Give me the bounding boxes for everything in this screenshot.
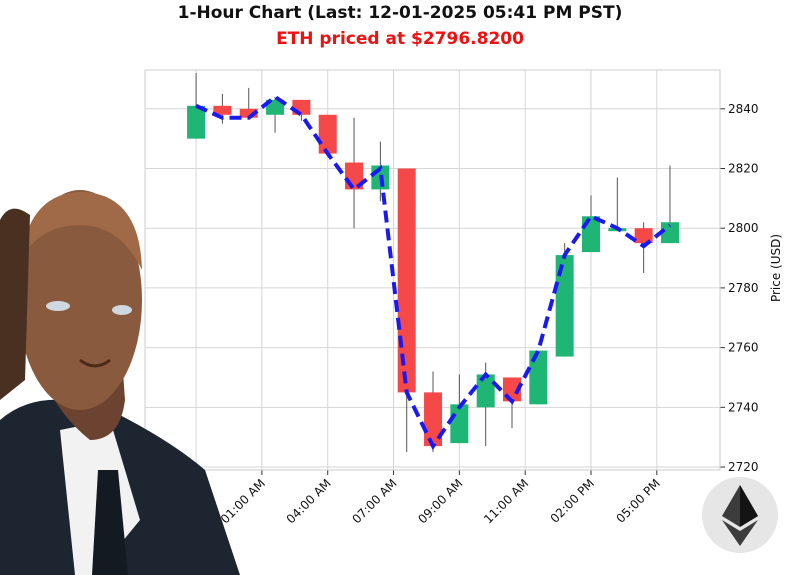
candle-body — [266, 99, 285, 115]
candle-body — [476, 374, 495, 408]
candle-body — [529, 350, 548, 405]
plot-frame — [144, 69, 721, 471]
y-tick-label: 2820 — [728, 162, 759, 176]
x-tick-label: 04:00 AM — [284, 476, 334, 526]
candle-body — [424, 392, 443, 447]
x-tick-label: 01:00 AM — [218, 476, 268, 526]
candle-body — [187, 105, 206, 139]
candle-body — [555, 255, 574, 357]
y-tick-label: 2760 — [728, 341, 759, 355]
plot-area: 2720274027602780280028202840M01:00 AM04:… — [144, 69, 759, 526]
y-tick-label: 2780 — [728, 281, 759, 295]
candle-body — [213, 105, 232, 115]
candle-body — [581, 216, 600, 253]
x-tick-label: 09:00 AM — [415, 476, 465, 526]
candle-body — [397, 168, 416, 393]
y-tick-label: 2740 — [728, 400, 759, 414]
x-tick-label: 02:00 PM — [548, 476, 597, 525]
price-line — [195, 94, 672, 451]
candle-body — [634, 228, 653, 244]
y-axis-label: Price (USD) — [769, 234, 783, 302]
y-tick-label: 2840 — [728, 102, 759, 116]
chart-title: 1-Hour Chart (Last: 12-01-2025 05:41 PM … — [178, 3, 623, 23]
y-tick-label: 2800 — [728, 221, 759, 235]
chart-subtitle: ETH priced at $2796.8200 — [276, 29, 524, 49]
candle-body — [660, 222, 679, 244]
avatar-illustration — [0, 190, 240, 575]
candle-body — [239, 108, 258, 118]
y-tick-label: 2720 — [728, 460, 759, 474]
x-tick-label: 05:00 PM — [613, 476, 662, 525]
x-tick-label: 11:00 AM — [481, 476, 531, 526]
candle-body — [318, 114, 337, 154]
x-tick-label: 07:00 AM — [349, 476, 399, 526]
candle-body — [450, 404, 469, 444]
eth-logo — [702, 477, 778, 553]
